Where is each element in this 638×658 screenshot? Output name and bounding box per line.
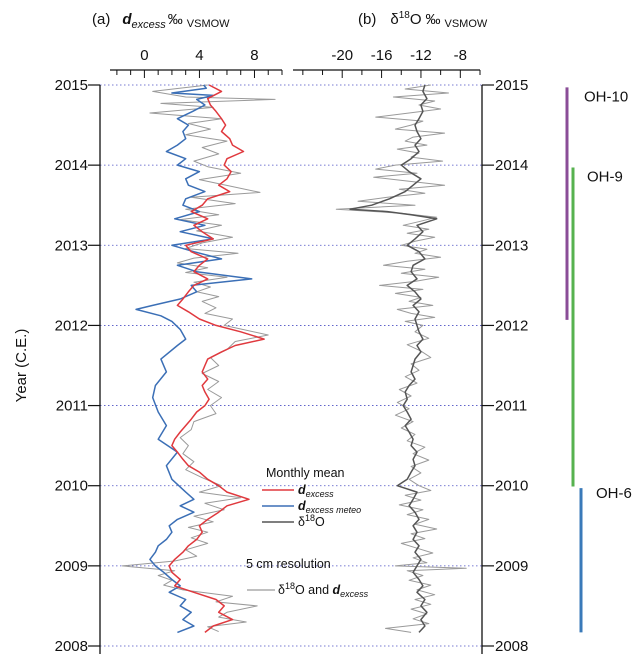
legend-main: d — [298, 499, 306, 513]
panel-b-tick-label: -8 — [454, 47, 467, 64]
year-tick-label-2015: 2015 — [495, 77, 528, 94]
series-d18O_monthly — [349, 84, 438, 633]
panel-b-unit: ‰ — [426, 11, 441, 28]
legend-label-d18O_monthly: δ18O — [298, 513, 325, 529]
year-tick-label-2008: 2008 — [55, 638, 88, 655]
panel-a-ref: VSMOW — [187, 18, 230, 30]
legend-label-dexcess_meteo: dexcess meteo — [298, 499, 361, 515]
segment-label-OH-10: OH-10 — [584, 88, 628, 105]
year-tick-label-2010: 2010 — [55, 478, 88, 495]
panel-b — [335, 84, 467, 633]
legend-label-dexcess_monthly: dexcess — [298, 483, 334, 499]
legend-label-5cm: δ18O and dexcess — [278, 581, 369, 599]
year-tick-label-2009: 2009 — [55, 558, 88, 575]
panel-a-tick-label: 4 — [195, 47, 203, 64]
legend-sup: 18 — [305, 513, 315, 523]
year-tick-label-2013: 2013 — [495, 237, 528, 254]
year-tick-label-2009: 2009 — [495, 558, 528, 575]
panel-a — [121, 84, 276, 634]
labels: Year (C.E.)(a) dexcess ‰ VSMOW (b) δ18O ‰ VSMOW — [13, 10, 488, 402]
legend-main: δ — [298, 515, 305, 529]
year-tick-label-2014: 2014 — [495, 157, 528, 174]
panel-b-ref: VSMOW — [445, 18, 488, 30]
series-dexcess_5cm — [121, 84, 276, 633]
year-tick-label-2014: 2014 — [55, 157, 88, 174]
y-axis-label: Year (C.E.) — [13, 329, 30, 403]
panel-a-unit: ‰ — [168, 11, 183, 28]
panel-b-tick-label: -20 — [331, 47, 353, 64]
legend-title-monthly: Monthly mean — [266, 466, 345, 480]
series-dexcess_meteo — [135, 84, 253, 634]
year-tick-label-2012: 2012 — [495, 317, 528, 334]
panel-a-title: (a) dexcess ‰ VSMOW — [92, 11, 230, 31]
panel-b-title: (b) δ18O ‰ VSMOW — [358, 10, 488, 30]
legend-title-5cm: 5 cm resolution — [246, 557, 331, 571]
year-tick-label-2012: 2012 — [55, 317, 88, 334]
legend-main: δ — [278, 583, 285, 597]
year-tick-label-2011: 2011 — [495, 398, 527, 415]
segment-label-OH-9: OH-9 — [587, 169, 623, 186]
legend-sub: excess — [340, 589, 369, 599]
legend-main2: O — [315, 515, 325, 529]
panel-b-label: (b) — [358, 11, 376, 28]
legend-main3: d — [333, 583, 341, 597]
year-tick-label-2008: 2008 — [495, 638, 528, 655]
legend-main: d — [298, 483, 306, 497]
year-tick-label-2013: 2013 — [55, 237, 88, 254]
segment-label-OH-6: OH-6 — [596, 485, 632, 502]
panel-b-xlabel: δ — [390, 11, 398, 28]
core-segments: OH-10 OH-9 OH-6 — [565, 87, 632, 633]
panel-b-tick-label: -16 — [371, 47, 393, 64]
panel-b-xlabel2: O — [410, 11, 422, 28]
year-tick-label-2011: 2011 — [56, 398, 88, 415]
panel-a-label: (a) — [92, 11, 110, 28]
panel-a-tick-label: 8 — [250, 47, 258, 64]
legend-sub: excess — [306, 489, 335, 499]
axes: 2008 2009 2010 2011 2012 2013 2014 2015 2008 2009… — [55, 47, 529, 655]
panel-a-xlabel-sub: excess — [132, 19, 167, 31]
panel-b-xlabel-sup: 18 — [399, 10, 411, 21]
year-tick-label-2010: 2010 — [495, 478, 528, 495]
legend-sub: excess meteo — [306, 505, 362, 515]
panel-a-tick-label: 0 — [140, 47, 148, 64]
year-tick-label-2015: 2015 — [55, 77, 88, 94]
legend-sup: 18 — [285, 581, 295, 591]
series-dexcess_monthly — [168, 84, 265, 633]
panel-b-tick-label: -12 — [410, 47, 432, 64]
panel-a-xlabel: d — [122, 11, 132, 28]
legend-main2: O and — [295, 583, 333, 597]
series-d18O_5cm — [335, 84, 467, 633]
series-layer — [121, 84, 467, 634]
